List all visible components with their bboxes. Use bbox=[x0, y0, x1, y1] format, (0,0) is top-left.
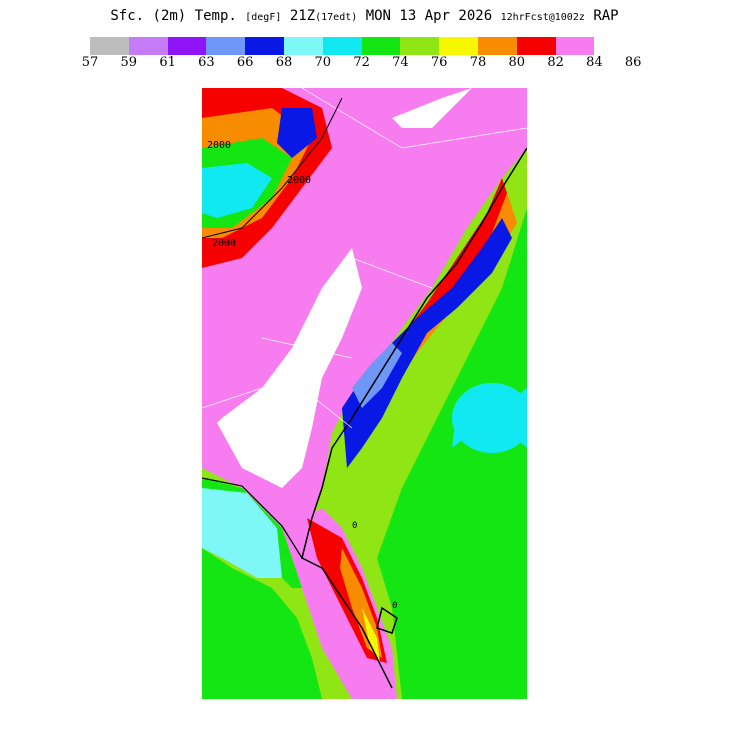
cyan-offshore-blob bbox=[452, 383, 527, 453]
contour-label-3: 2000 bbox=[207, 140, 231, 151]
gulf-cyan-region bbox=[202, 488, 282, 578]
coastline bbox=[301, 147, 527, 689]
legend-tick-label: 68 bbox=[275, 55, 293, 70]
gulf-green-region bbox=[202, 548, 322, 699]
title-units: [degF] bbox=[245, 12, 282, 23]
land-hottest-north bbox=[392, 88, 472, 128]
legend-swatch bbox=[322, 37, 362, 55]
elevation-contour bbox=[202, 97, 343, 239]
contour-label-2: 2000 bbox=[287, 175, 311, 186]
legend-tick-label: 78 bbox=[469, 55, 487, 70]
legend-swatch bbox=[361, 37, 401, 55]
land-hottest-region bbox=[217, 248, 362, 488]
coastal-cool-band bbox=[342, 218, 512, 468]
legend-tick-label: 59 bbox=[120, 55, 138, 70]
legend-swatch bbox=[206, 37, 246, 55]
legend-tick-label: 61 bbox=[159, 55, 176, 70]
legend-swatch bbox=[400, 37, 440, 55]
legend-tick-label: 63 bbox=[198, 55, 215, 70]
florida-yellow bbox=[362, 608, 380, 663]
legend-tick-label: 72 bbox=[353, 55, 370, 70]
title-local-time: (17edt) bbox=[315, 12, 358, 23]
gulf-coastline bbox=[202, 477, 303, 559]
legend-swatch bbox=[90, 37, 129, 55]
legend-tick-label: 70 bbox=[314, 55, 332, 70]
legend-tick-label: 80 bbox=[508, 55, 526, 70]
title-forecast: 12hrFcst@1002z bbox=[500, 12, 585, 23]
legend-swatch bbox=[245, 37, 284, 55]
legend-tick-label: 84 bbox=[586, 55, 603, 70]
title-model: RAP bbox=[593, 8, 619, 24]
contour-label-5: 0 bbox=[392, 601, 397, 611]
legend-tick-label: 74 bbox=[392, 55, 409, 70]
temperature-map: 2000 2000 2000 0 0 bbox=[202, 88, 527, 699]
legend-swatch bbox=[167, 37, 207, 55]
legend-swatch bbox=[439, 37, 478, 55]
title-date: MON 13 Apr 2026 bbox=[365, 8, 493, 24]
nw-blue-pocket bbox=[277, 108, 317, 158]
color-legend bbox=[90, 37, 595, 55]
contour-label-4: 0 bbox=[352, 521, 357, 531]
legend-swatch bbox=[516, 37, 556, 55]
state-borders bbox=[202, 88, 527, 429]
title-time: 21Z bbox=[289, 8, 316, 24]
ocean-green-field bbox=[377, 208, 527, 699]
legend-swatch bbox=[283, 37, 323, 55]
legend-tick-label: 66 bbox=[236, 55, 254, 70]
map-title: Sfc. (2m) Temp. [degF] 21Z(17edt) MON 13… bbox=[0, 8, 729, 24]
legend-swatch bbox=[477, 37, 517, 55]
legend-tick-labels: 57 59 61 63 66 68 70 72 74 76 78 80 82 84 86 bbox=[71, 55, 671, 71]
legend-tick-label: 82 bbox=[547, 55, 564, 70]
lake-outline bbox=[376, 606, 398, 634]
legend-swatch bbox=[555, 37, 595, 55]
legend-swatch bbox=[128, 37, 168, 55]
legend-tick-label: 57 bbox=[81, 55, 99, 70]
contour-label-1: 2000 bbox=[212, 238, 236, 249]
title-variable: Sfc. (2m) Temp. bbox=[110, 8, 237, 24]
legend-tick-label: 86 bbox=[624, 55, 642, 70]
nw-cyan bbox=[202, 163, 272, 218]
legend-tick-label: 76 bbox=[430, 55, 448, 70]
